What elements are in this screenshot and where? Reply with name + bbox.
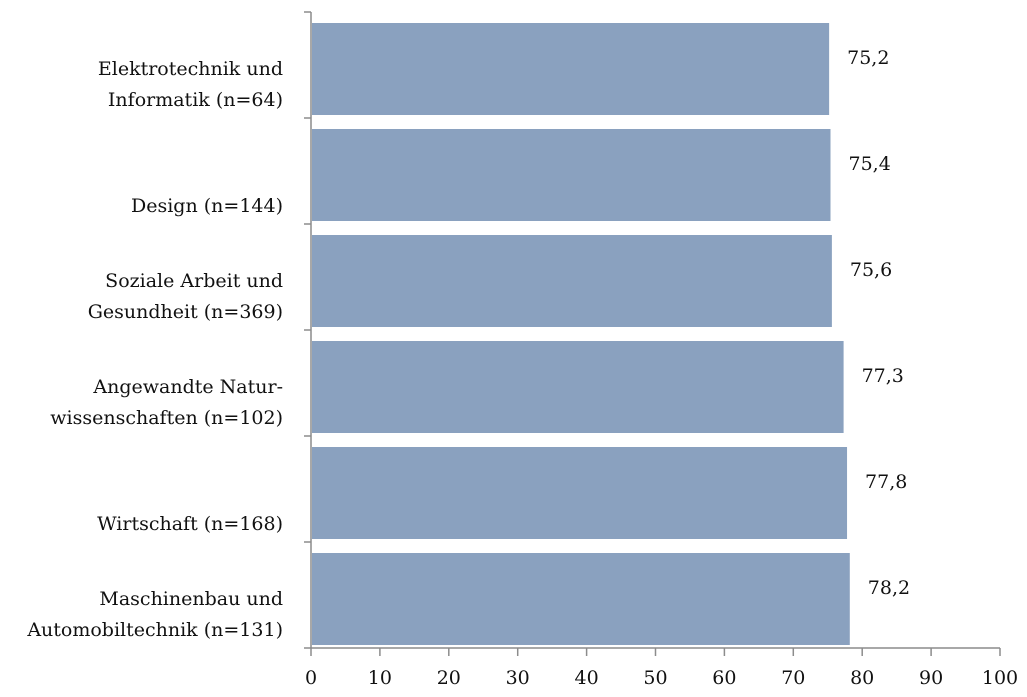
category-label-0-line-1: Informatik (n=64)	[108, 89, 283, 111]
x-tick-label-9: 90	[919, 667, 943, 689]
category-label-3-line-0: Angewandte Natur-	[92, 376, 283, 398]
value-label-2: 75,6	[850, 259, 892, 281]
bar-5	[312, 553, 850, 645]
value-label-4: 77,8	[865, 471, 907, 493]
value-label-5: 78,2	[868, 577, 910, 599]
category-label-4-line-0: Wirtschaft (n=168)	[97, 513, 283, 535]
x-tick-label-7: 70	[781, 667, 805, 689]
category-label-0-line-0: Elektrotechnik und	[98, 58, 283, 80]
category-label-2-line-1: Gesundheit (n=369)	[88, 301, 283, 323]
x-tick-label-4: 40	[575, 667, 599, 689]
category-label-1-line-0: Design (n=144)	[131, 195, 283, 217]
value-labels: 75,2 75,4 75,6 77,3 77,8 78,2	[847, 47, 910, 599]
axes: 0 10 20 30 40 50 60 70 80 90 100	[304, 11, 1018, 689]
x-tick-label-5: 50	[643, 667, 667, 689]
category-label-2-line-0: Soziale Arbeit und	[105, 270, 283, 292]
value-label-0: 75,2	[847, 47, 889, 69]
bar-2	[312, 235, 832, 327]
bars	[312, 23, 850, 645]
x-tick-label-6: 60	[712, 667, 736, 689]
category-label-3-line-1: wissenschaften (n=102)	[50, 407, 283, 429]
x-tick-label-3: 30	[506, 667, 530, 689]
bar-3	[312, 341, 844, 433]
x-tick-label-1: 10	[368, 667, 392, 689]
bar-0	[312, 23, 830, 115]
value-label-3: 77,3	[862, 365, 904, 387]
category-label-5-line-0: Maschinenbau und	[99, 588, 283, 610]
category-labels: Elektrotechnik und Informatik (n=64) Desig…	[26, 58, 283, 641]
bar-1	[312, 129, 831, 221]
x-tick-label-10: 100	[982, 667, 1018, 689]
x-tick-label-0: 0	[305, 667, 317, 689]
category-label-5-line-1: Automobiltechnik (n=131)	[26, 619, 283, 641]
x-tick-label-2: 20	[437, 667, 461, 689]
x-tick-label-8: 80	[850, 667, 874, 689]
value-label-1: 75,4	[849, 153, 891, 175]
bar-4	[312, 447, 848, 539]
